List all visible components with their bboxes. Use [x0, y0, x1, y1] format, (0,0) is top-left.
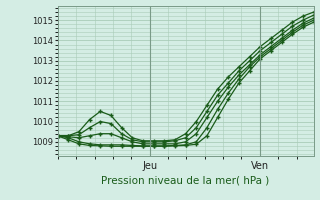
X-axis label: Pression niveau de la mer( hPa ): Pression niveau de la mer( hPa ) [101, 175, 270, 185]
